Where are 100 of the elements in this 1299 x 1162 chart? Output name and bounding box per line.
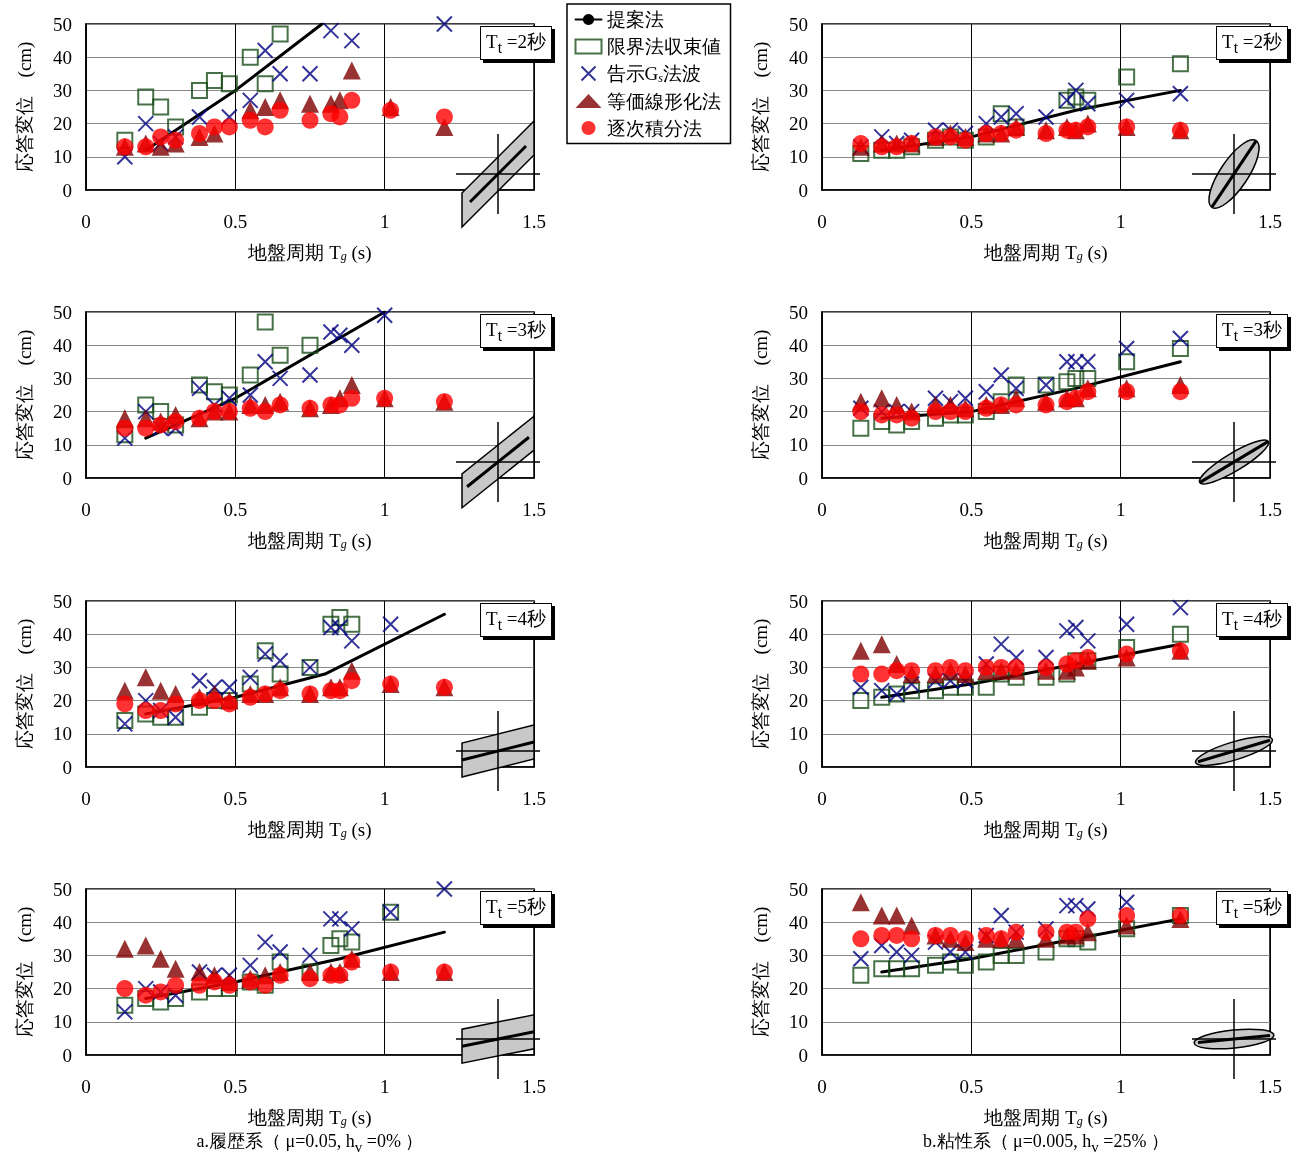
y-tick-label: 10: [789, 723, 808, 745]
y-tick-label: 50: [53, 13, 72, 35]
x-tick-label: 1: [1115, 211, 1126, 232]
y-tick-label: 50: [53, 301, 72, 323]
y-tick-label: 10: [789, 434, 808, 456]
x-tick-label: 1: [379, 788, 390, 809]
y-tick-label: 10: [53, 1011, 72, 1033]
legend-label: 限界法収束値: [606, 36, 721, 57]
x-tick-label: 0.5: [959, 788, 984, 809]
annotation: T$_{t}$ =3秒: [480, 314, 552, 348]
x-tick-label: 1: [1115, 499, 1126, 520]
y-tick-label: 10: [789, 146, 808, 168]
y-tick-label: 30: [53, 656, 72, 678]
y-tick-label: 0: [798, 179, 808, 201]
y-tick-label: 0: [798, 1044, 808, 1066]
x-tick-label: 0.5: [959, 211, 984, 232]
x-tick-label: 1.5: [522, 1076, 546, 1097]
y-tick-label: 50: [789, 301, 808, 323]
y-axis-title: 応答変位 (cm): [750, 906, 772, 1038]
y-tick-label: 30: [789, 944, 808, 966]
x-tick-label: 0.5: [223, 211, 248, 232]
x-tick-label: 1.5: [522, 788, 546, 809]
x-tick-label: 0: [81, 1076, 91, 1097]
text: a.履歴系（ μ=0.05, h$_{v}$ =0% ）: [195, 1130, 425, 1156]
x-tick-label: 1.5: [522, 499, 546, 520]
y-tick-label: 20: [789, 401, 808, 423]
annotation: T$_{t}$ =2秒: [480, 26, 552, 60]
y-tick-label: 50: [789, 13, 808, 35]
y-tick-label: 20: [789, 690, 808, 712]
x-tick-label: 1: [379, 499, 390, 520]
y-tick-label: 50: [53, 878, 72, 900]
y-tick-label: 30: [53, 367, 72, 389]
y-tick-label: 0: [62, 756, 72, 778]
y-tick-label: 0: [798, 467, 808, 489]
y-tick-label: 10: [789, 1011, 808, 1033]
annotation: T$_{t}$ =3秒: [1216, 314, 1288, 348]
x-tick-label: 0: [81, 788, 91, 809]
y-axis-title: 応答変位 (cm): [14, 329, 36, 461]
x-tick-label: 1: [1115, 788, 1126, 809]
y-axis-title: 応答変位 (cm): [750, 618, 772, 750]
x-tick-label: 1.5: [1258, 211, 1282, 232]
annotation: T$_{t}$ =2秒: [1216, 26, 1288, 60]
y-tick-label: 40: [789, 46, 808, 68]
x-tick-label: 0: [817, 1076, 827, 1097]
x-tick-label: 0: [817, 499, 827, 520]
y-tick-label: 10: [53, 146, 72, 168]
annotation: T$_{t}$ =4秒: [480, 603, 552, 637]
y-tick-label: 40: [789, 334, 808, 356]
y-tick-label: 20: [53, 401, 72, 423]
y-tick-label: 40: [789, 623, 808, 645]
x-tick-label: 0: [81, 211, 91, 232]
x-tick-label: 1.5: [1258, 499, 1282, 520]
y-tick-label: 30: [789, 656, 808, 678]
y-tick-label: 30: [53, 79, 72, 101]
y-tick-label: 50: [789, 878, 808, 900]
y-tick-label: 40: [53, 623, 72, 645]
y-axis-title: 応答変位 (cm): [14, 41, 36, 173]
y-tick-label: 0: [62, 467, 72, 489]
y-tick-label: 20: [53, 113, 72, 135]
y-tick-label: 40: [789, 911, 808, 933]
y-tick-label: 20: [53, 690, 72, 712]
y-tick-label: 40: [53, 911, 72, 933]
x-tick-label: 0.5: [223, 1076, 248, 1097]
x-tick-label: 1.5: [1258, 788, 1282, 809]
y-axis-title: 応答変位 (cm): [14, 906, 36, 1038]
annotation: T$_{t}$ =4秒: [1216, 603, 1288, 637]
annotation: T$_{t}$ =5秒: [480, 891, 552, 925]
legend-label: 提案法: [606, 9, 664, 30]
x-tick-label: 1: [379, 211, 390, 232]
y-axis-title: 応答変位 (cm): [750, 329, 772, 461]
x-tick-label: 0.5: [223, 788, 248, 809]
x-tick-label: 1: [379, 1076, 390, 1097]
y-tick-label: 30: [789, 367, 808, 389]
y-tick-label: 40: [53, 46, 72, 68]
x-tick-label: 0: [81, 499, 91, 520]
x-tick-label: 0.5: [223, 499, 248, 520]
y-tick-label: 10: [53, 723, 72, 745]
text: b.粘性系（ μ=0.005, h$_{v}$ =25% ）: [922, 1130, 1170, 1156]
y-tick-label: 30: [53, 944, 72, 966]
x-tick-label: 1.5: [1258, 1076, 1282, 1097]
y-tick-label: 0: [798, 756, 808, 778]
y-tick-label: 50: [789, 590, 808, 612]
y-tick-label: 20: [53, 978, 72, 1000]
y-axis-title: 応答変位 (cm): [750, 41, 772, 173]
y-tick-label: 20: [789, 113, 808, 135]
y-tick-label: 0: [62, 1044, 72, 1066]
y-tick-label: 10: [53, 434, 72, 456]
annotation: T$_{t}$ =5秒: [1216, 891, 1288, 925]
x-tick-label: 0: [817, 211, 827, 232]
x-tick-label: 1.5: [522, 211, 546, 232]
legend-label: 逐次積分法: [606, 117, 702, 139]
x-tick-label: 1: [1115, 1076, 1126, 1097]
x-tick-label: 0.5: [959, 1076, 984, 1097]
y-tick-label: 30: [789, 79, 808, 101]
x-tick-label: 0.5: [959, 499, 984, 520]
x-tick-label: 0: [817, 788, 827, 809]
y-tick-label: 50: [53, 590, 72, 612]
legend-label: 等価線形化法: [606, 90, 721, 112]
y-tick-label: 40: [53, 334, 72, 356]
y-axis-title: 応答変位 (cm): [14, 618, 36, 750]
